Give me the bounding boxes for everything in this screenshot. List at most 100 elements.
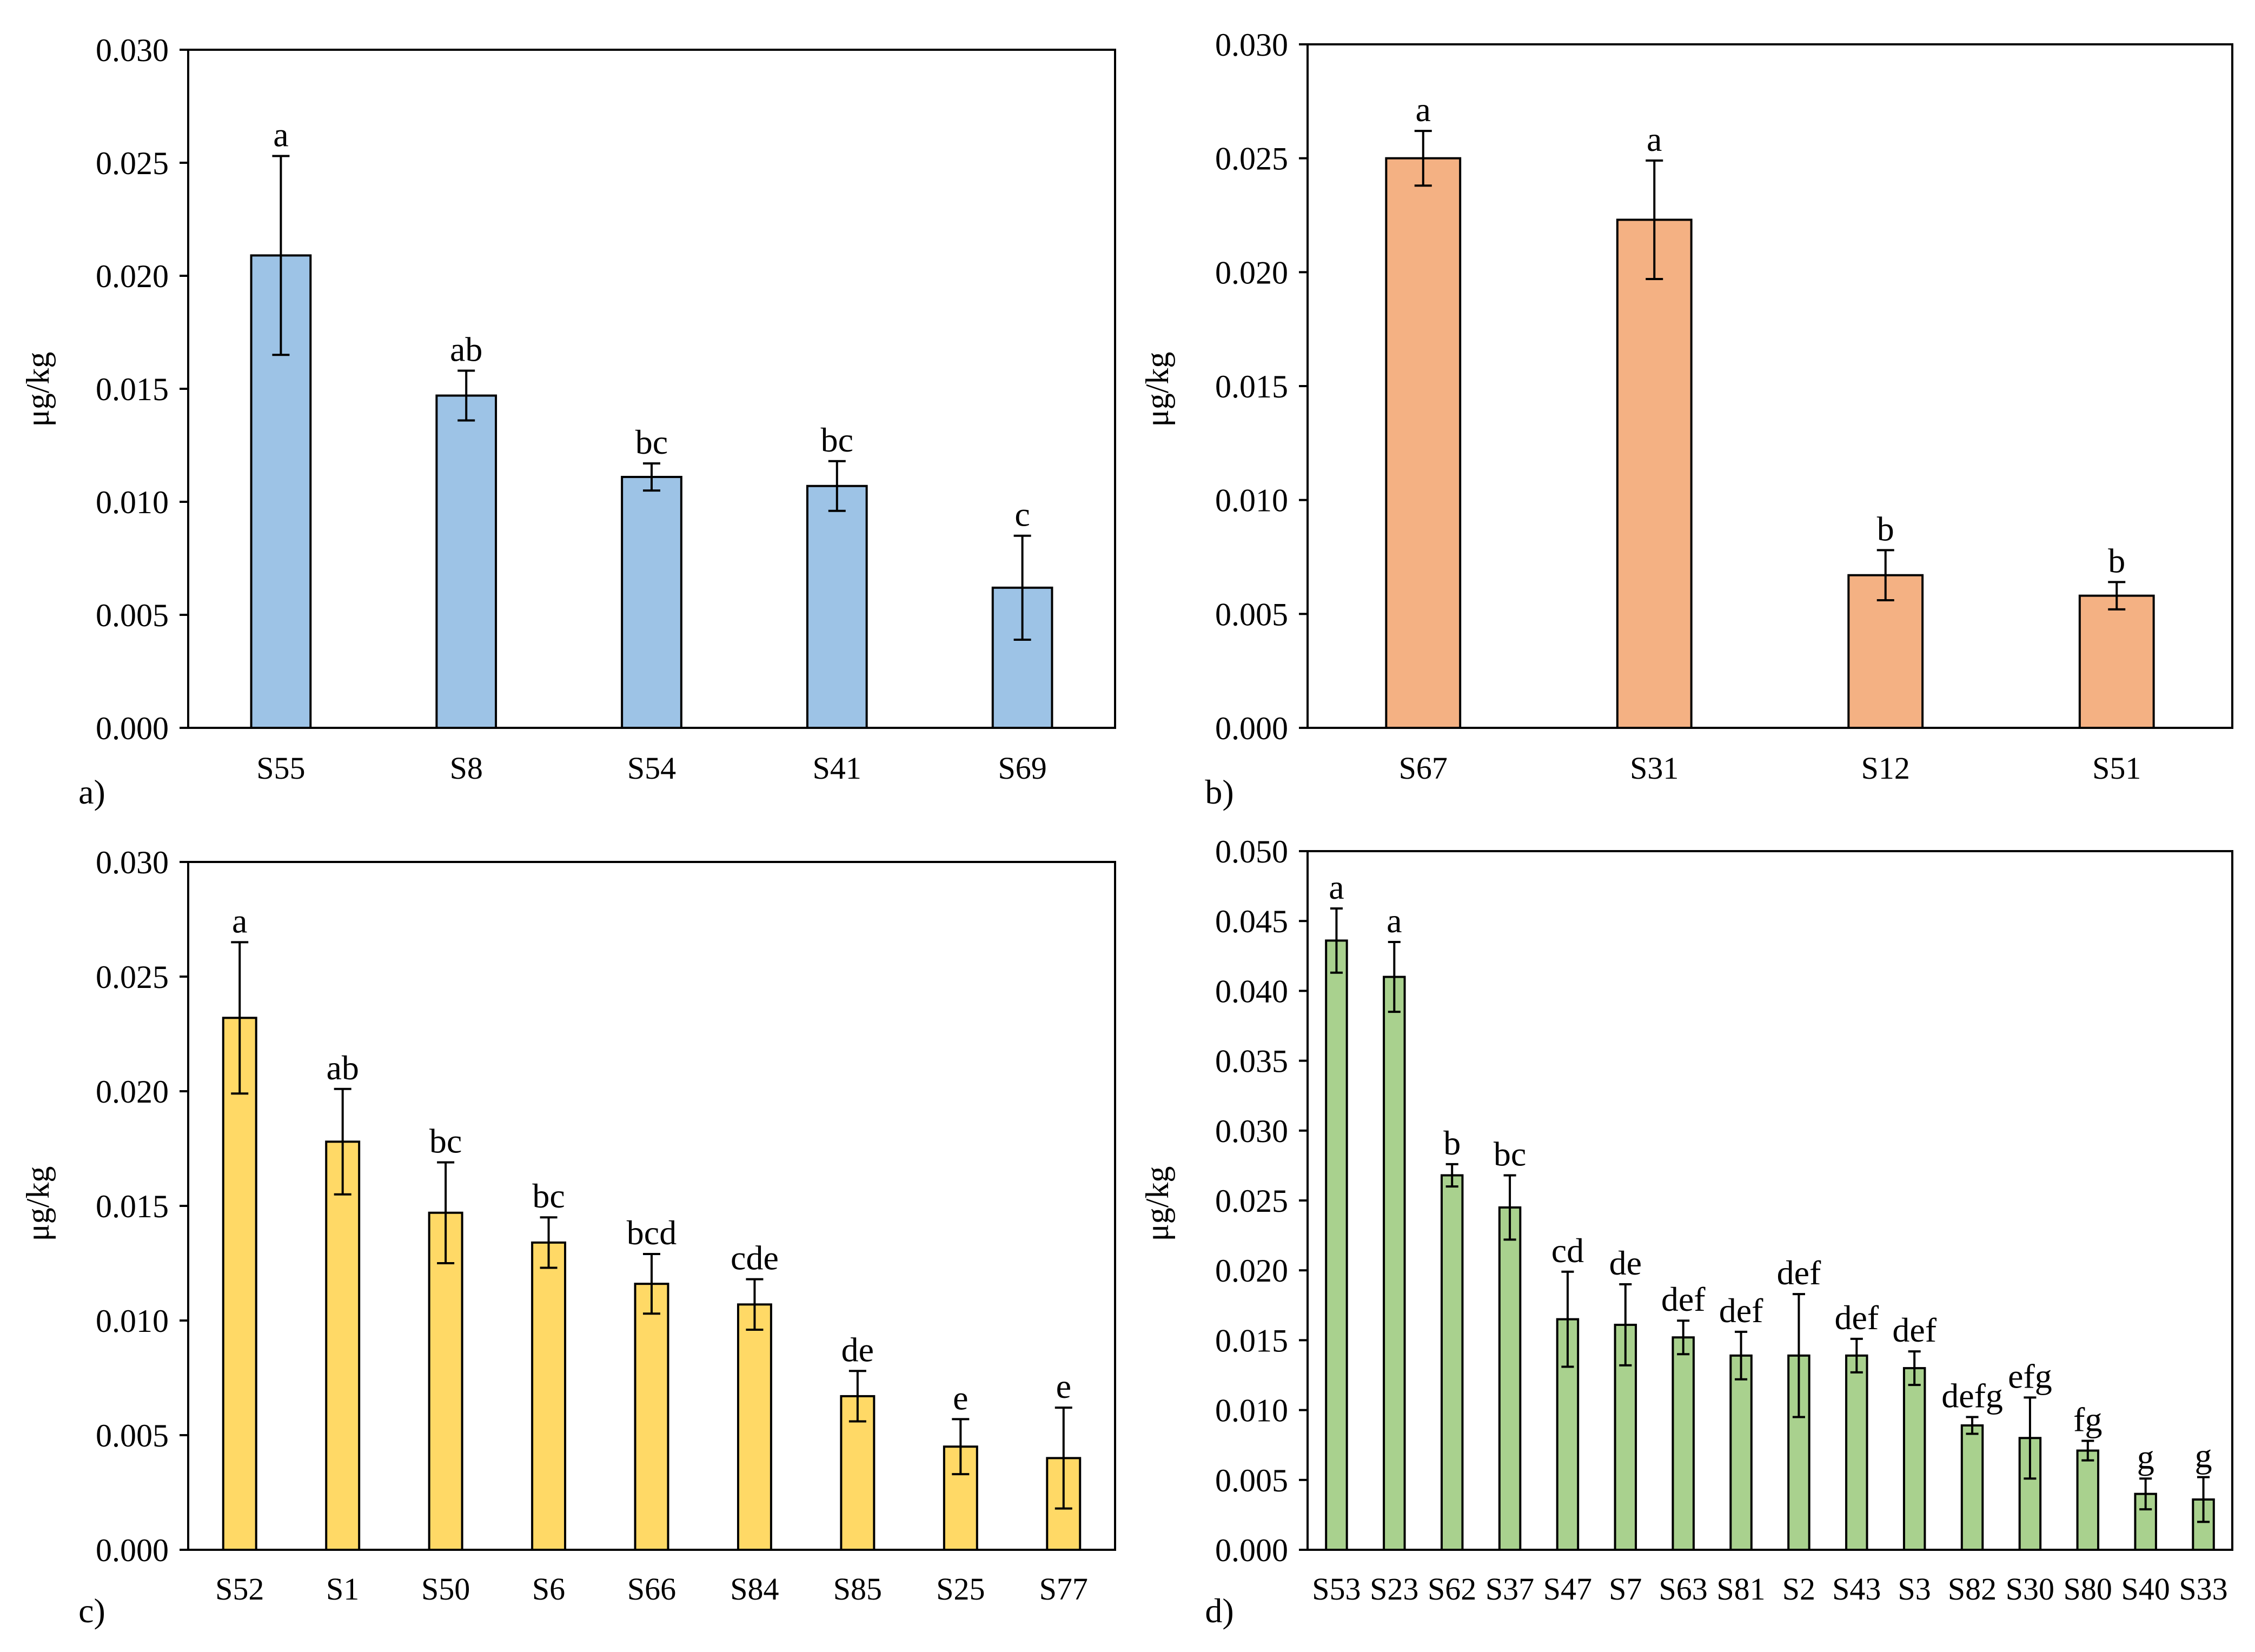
significance-letter: a	[1329, 868, 1344, 906]
category-label: S12	[1861, 751, 1910, 786]
significance-letter: b	[1877, 509, 1894, 548]
significance-letter: bc	[429, 1122, 462, 1160]
category-label: S53	[1312, 1571, 1361, 1607]
bar	[428, 1211, 463, 1551]
y-tick-label: 0.025	[1215, 141, 1288, 177]
significance-letter: de	[841, 1330, 874, 1369]
y-tick-label: 0.015	[1215, 369, 1288, 404]
category-label: S43	[1832, 1571, 1881, 1607]
y-tick-label: 0.000	[96, 711, 169, 746]
bar	[531, 1241, 567, 1551]
bar	[1383, 976, 1406, 1551]
y-tick-label: 0.020	[1215, 255, 1288, 290]
significance-letter: a	[1416, 90, 1431, 129]
bar	[1729, 1354, 1753, 1551]
y-tick-label: 0.020	[96, 1074, 169, 1110]
panel-b: 0.000 0.005 0.010 0.015 0.020 0.025 0.030 μg/kg…	[1139, 27, 2233, 811]
y-axis-title: μg/kg	[20, 352, 56, 427]
category-label: S54	[627, 751, 676, 786]
significance-letter: cde	[731, 1239, 779, 1277]
y-tick-label: 0.010	[96, 1303, 169, 1339]
panel-d: 0.000 0.005 0.010 0.015 0.020 0.025 0.030 0.035…	[1139, 834, 2233, 1630]
category-label: S50	[421, 1571, 470, 1607]
bar	[222, 1017, 257, 1551]
bar	[325, 1140, 361, 1551]
y-tick-label: 0.010	[1215, 483, 1288, 519]
category-label: S82	[1948, 1571, 1997, 1607]
y-tick-label: 0.025	[96, 145, 169, 181]
y-tick-label: 0.010	[96, 485, 169, 520]
y-tick-label: 0.000	[96, 1532, 169, 1568]
significance-letter: cd	[1551, 1231, 1584, 1270]
panel-label: d)	[1205, 1591, 1233, 1630]
significance-letter: def	[1834, 1298, 1879, 1337]
y-tick-label: 0.040	[1215, 973, 1288, 1009]
significance-letter: ab	[450, 330, 482, 369]
significance-letter: def	[1719, 1291, 1763, 1330]
y-tick-label: 0.015	[96, 371, 169, 407]
category-label: S2	[1782, 1571, 1815, 1607]
significance-letter: e	[1056, 1367, 1071, 1405]
y-tick-label: 0.030	[1215, 27, 1288, 63]
category-label: S33	[2179, 1571, 2227, 1607]
y-tick-label: 0.020	[1215, 1253, 1288, 1289]
y-tick-label: 0.045	[1215, 904, 1288, 939]
y-tick-label: 0.015	[1215, 1323, 1288, 1358]
category-label: S47	[1543, 1571, 1592, 1607]
panel-label: c)	[78, 1591, 105, 1630]
significance-letter: a	[232, 901, 247, 940]
category-label: S6	[532, 1571, 565, 1607]
y-tick-label: 0.010	[1215, 1393, 1288, 1429]
bar	[634, 1283, 669, 1551]
category-label: S63	[1659, 1571, 1708, 1607]
significance-letter: a	[273, 115, 288, 154]
category-label: S77	[1039, 1571, 1088, 1607]
y-tick-label: 0.005	[96, 598, 169, 633]
significance-letter: fg	[2073, 1400, 2102, 1438]
category-label: S40	[2121, 1571, 2170, 1607]
category-label: S69	[998, 751, 1046, 786]
bar	[991, 586, 1053, 729]
y-tick-label: 0.000	[1215, 1532, 1288, 1568]
bar	[1498, 1206, 1522, 1551]
y-tick-label: 0.030	[1215, 1113, 1288, 1149]
significance-letter: bcd	[627, 1213, 676, 1252]
panel-label: b)	[1205, 773, 1233, 811]
y-axis-title: μg/kg	[1139, 352, 1175, 427]
category-label: S41	[813, 751, 861, 786]
significance-letter: e	[953, 1378, 968, 1417]
significance-letter: a	[1647, 120, 1662, 158]
bar	[2078, 594, 2155, 729]
y-tick-label: 0.000	[1215, 711, 1288, 746]
category-label: S25	[936, 1571, 985, 1607]
y-tick-label: 0.030	[96, 32, 169, 68]
category-label: S66	[627, 1571, 676, 1607]
significance-letter: bc	[1494, 1134, 1526, 1173]
category-label: S84	[730, 1571, 779, 1607]
y-tick-label: 0.005	[96, 1418, 169, 1454]
category-label: S67	[1399, 751, 1448, 786]
significance-letter: de	[1609, 1244, 1642, 1282]
category-label: S1	[326, 1571, 359, 1607]
bar	[1960, 1424, 1984, 1551]
y-tick-label: 0.025	[96, 959, 169, 995]
category-label: S55	[256, 751, 305, 786]
category-label: S30	[2006, 1571, 2054, 1607]
significance-letter: bc	[821, 421, 853, 459]
significance-letter: a	[1387, 901, 1402, 940]
category-label: S80	[2064, 1571, 2112, 1607]
significance-letter: def	[1661, 1280, 1706, 1318]
category-label: S37	[1485, 1571, 1534, 1607]
panel-c: 0.000 0.005 0.010 0.015 0.020 0.025 0.030 μg/kg…	[20, 845, 1116, 1630]
category-label: S81	[1716, 1571, 1765, 1607]
panel-label: a)	[78, 773, 105, 811]
y-tick-label: 0.005	[1215, 1463, 1288, 1498]
y-tick-label: 0.025	[1215, 1183, 1288, 1219]
bar	[2018, 1437, 2042, 1551]
category-label: S52	[215, 1571, 264, 1607]
bar	[1385, 157, 1462, 729]
y-axis-title: μg/kg	[20, 1166, 56, 1242]
y-tick-label: 0.005	[1215, 596, 1288, 632]
bar	[2076, 1449, 2100, 1551]
